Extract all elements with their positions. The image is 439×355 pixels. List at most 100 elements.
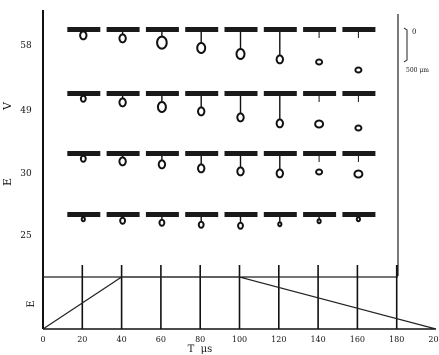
droplet-frame bbox=[342, 212, 376, 223]
droplet-frame bbox=[106, 27, 140, 44]
droplet-frames bbox=[67, 27, 376, 230]
y-axis-letter-e: E bbox=[1, 178, 14, 186]
droplet-frame bbox=[185, 91, 219, 117]
voltage-row-label: 58 bbox=[20, 41, 32, 51]
droplet-frame bbox=[106, 91, 140, 108]
droplet bbox=[118, 156, 127, 167]
nozzle-plate bbox=[303, 212, 337, 217]
droplet-frame bbox=[342, 151, 376, 179]
nozzle-plate bbox=[263, 151, 297, 156]
pulse-tick-label: 200 bbox=[428, 335, 439, 344]
nozzle-plate bbox=[185, 212, 219, 217]
nozzle-plate bbox=[67, 27, 101, 32]
droplet-frame bbox=[303, 151, 337, 176]
nozzle-plate bbox=[106, 27, 140, 32]
droplet bbox=[79, 30, 88, 41]
nozzle-plate bbox=[263, 91, 297, 96]
pulse-series-line bbox=[42, 276, 437, 330]
pulse-tick-label: 60 bbox=[156, 335, 166, 344]
droplet bbox=[157, 159, 167, 170]
droplet bbox=[275, 118, 284, 129]
nozzle-plate bbox=[224, 212, 258, 217]
nozzle-plate bbox=[342, 151, 376, 156]
pulse-tick-label: 40 bbox=[117, 335, 127, 344]
pulse-y-label: E bbox=[26, 300, 37, 307]
droplet bbox=[156, 35, 168, 50]
droplet bbox=[197, 220, 205, 229]
droplet-frame bbox=[224, 212, 258, 230]
pulse-tick-label: 80 bbox=[195, 335, 205, 344]
pulse-chart-gridlines bbox=[81, 265, 398, 329]
droplet-frame bbox=[263, 91, 297, 129]
nozzle-plate bbox=[67, 151, 101, 156]
droplet bbox=[355, 216, 361, 223]
voltage-row-label: 30 bbox=[20, 169, 32, 179]
droplet-frame bbox=[224, 91, 258, 123]
pulse-tick-label: 100 bbox=[232, 335, 247, 344]
droplet-frame bbox=[303, 91, 337, 129]
droplet bbox=[79, 94, 87, 103]
nozzle-plate bbox=[67, 91, 101, 96]
pulse-tick-label: 140 bbox=[310, 335, 325, 344]
nozzle-plate bbox=[185, 27, 219, 32]
scale-bar: 0 500 μm bbox=[403, 27, 429, 74]
droplet-frame bbox=[145, 212, 179, 227]
nozzle-plate bbox=[106, 151, 140, 156]
droplet bbox=[80, 216, 86, 223]
droplet-frame bbox=[106, 151, 140, 167]
nozzle-plate bbox=[263, 212, 297, 217]
nozzle-plate bbox=[106, 91, 140, 96]
pulse-tick-label: 160 bbox=[350, 335, 365, 344]
droplet bbox=[119, 216, 126, 225]
detached-droplet bbox=[353, 169, 364, 179]
droplet bbox=[118, 33, 127, 44]
pulse-chart: 0 20 40 60 80 100 120 140 160 180 200 E T μs bbox=[26, 265, 439, 355]
nozzle-plate bbox=[185, 151, 219, 156]
nozzle-plate bbox=[145, 151, 179, 156]
droplet-frame bbox=[263, 27, 297, 65]
droplet bbox=[235, 48, 246, 60]
droplet-frame bbox=[67, 212, 101, 223]
pulse-tick-label: 0 bbox=[40, 335, 45, 344]
droplet-frame bbox=[185, 151, 219, 174]
droplet bbox=[277, 221, 283, 228]
droplet-frame bbox=[185, 212, 219, 229]
nozzle-plate bbox=[145, 91, 179, 96]
detached-droplet bbox=[315, 168, 324, 176]
droplet-frame bbox=[342, 27, 376, 74]
droplet bbox=[275, 54, 284, 65]
droplet bbox=[236, 166, 245, 177]
y-axis-letter-v: V bbox=[1, 101, 14, 111]
nozzle-plate bbox=[342, 27, 376, 32]
droplet-frame bbox=[224, 27, 258, 60]
nozzle-plate bbox=[303, 91, 337, 96]
droplet bbox=[316, 218, 322, 225]
nozzle-plate bbox=[106, 212, 140, 217]
nozzle-plate bbox=[263, 27, 297, 32]
pulse-tick-label: 180 bbox=[389, 335, 404, 344]
scale-bar-mark: 0 bbox=[412, 28, 416, 36]
nozzle-plate bbox=[224, 151, 258, 156]
droplet-frame bbox=[145, 27, 179, 50]
pulse-x-label: T μs bbox=[188, 344, 213, 355]
scale-bar-label: 500 μm bbox=[406, 67, 429, 74]
droplet-frame bbox=[263, 151, 297, 179]
nozzle-plate bbox=[342, 91, 376, 96]
droplet bbox=[156, 101, 167, 113]
voltage-row-labels: 58 49 30 25 bbox=[20, 41, 32, 241]
nozzle-plate bbox=[224, 91, 258, 96]
nozzle-plate bbox=[145, 27, 179, 32]
droplet-frame bbox=[106, 212, 140, 225]
pulse-tick-label: 120 bbox=[271, 335, 286, 344]
droplet bbox=[237, 221, 244, 230]
droplet-frame bbox=[303, 212, 337, 225]
droplet-frame bbox=[303, 27, 337, 66]
nozzle-plate bbox=[342, 212, 376, 217]
voltage-row-label: 25 bbox=[20, 231, 32, 241]
pulse-chart-tick-labels: 0 20 40 60 80 100 120 140 160 180 200 bbox=[40, 335, 439, 344]
detached-droplet bbox=[354, 66, 363, 74]
droplet bbox=[197, 163, 206, 174]
droplet-frame bbox=[67, 27, 101, 41]
detached-droplet bbox=[314, 119, 325, 129]
nozzle-plate bbox=[145, 212, 179, 217]
